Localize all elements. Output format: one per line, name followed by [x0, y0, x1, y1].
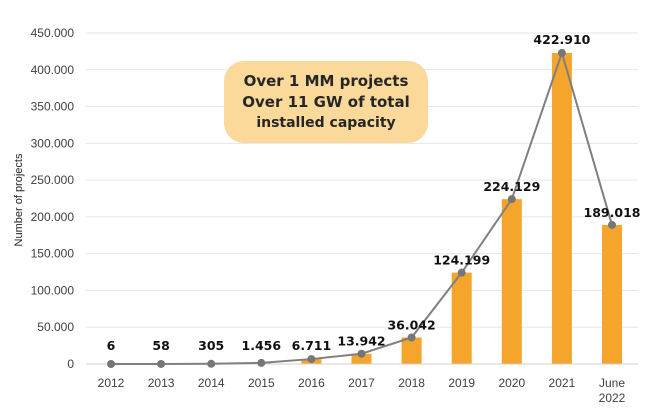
- gridlines: [86, 32, 638, 328]
- bar: [501, 199, 522, 364]
- data-label: 58: [152, 338, 169, 353]
- x-tick-label: 2016: [298, 376, 325, 390]
- bar: [551, 52, 572, 364]
- bar: [602, 224, 622, 364]
- y-tick-label: 350.000: [31, 100, 75, 114]
- line-marker: [307, 355, 316, 364]
- x-tick-label: 2021: [549, 376, 576, 390]
- data-label: 1.456: [242, 338, 282, 353]
- y-tick-label: 100.000: [31, 283, 75, 297]
- data-label: 189.018: [584, 205, 641, 220]
- callout-line-2: Over 11 GW of total: [242, 93, 410, 111]
- x-tick-label: 2014: [198, 376, 225, 390]
- line-marker: [357, 349, 366, 358]
- x-tick-label: 2015: [248, 376, 275, 390]
- x-tick-label: 2013: [148, 376, 175, 390]
- line-marker: [407, 333, 416, 342]
- bar: [401, 337, 422, 364]
- x-tick-label: June: [599, 376, 625, 390]
- y-tick-label: 50.000: [37, 320, 74, 334]
- x-tick-label: 2022: [599, 391, 626, 405]
- line-markers: [107, 48, 616, 368]
- line-marker: [557, 48, 566, 57]
- x-tick-label: 2020: [498, 376, 525, 390]
- y-axis-label: Number of projects: [13, 153, 25, 246]
- x-tick-label: 2018: [398, 376, 425, 390]
- data-label: 224.129: [483, 179, 540, 194]
- line-marker: [457, 268, 466, 277]
- line-marker: [257, 358, 266, 367]
- y-tick-label: 400.000: [31, 63, 75, 77]
- callout-line-3: installed capacity: [256, 115, 396, 131]
- bars: [101, 52, 622, 365]
- bar: [451, 272, 472, 364]
- x-tick-label: 2019: [448, 376, 475, 390]
- y-axis-ticks: 0 50.000 100.000 150.000 200.000 250.000 300.0…: [31, 26, 75, 371]
- y-tick-label: 150.000: [31, 247, 75, 261]
- y-tick-label: 200.000: [31, 210, 75, 224]
- bar: [351, 353, 372, 364]
- data-label: 124.199: [433, 253, 490, 268]
- callout-line-1: Over 1 MM projects: [243, 72, 409, 90]
- data-label: 305: [198, 338, 224, 353]
- x-axis: 2012 2013 2014 2015 2016 2017 2018 2019 2020 2021…: [86, 363, 638, 405]
- line-marker: [507, 195, 516, 204]
- data-label: 6.711: [292, 338, 332, 353]
- line-marker: [157, 359, 166, 368]
- data-label: 13.942: [337, 334, 385, 349]
- data-label: 36.042: [387, 317, 435, 332]
- x-tick-label: 2017: [348, 376, 375, 390]
- data-label: 422.910: [533, 32, 590, 47]
- data-label: 6: [107, 338, 116, 353]
- summary-callout: Over 1 MM projects Over 11 GW of total i…: [224, 61, 428, 143]
- line-marker: [207, 359, 216, 368]
- x-tick-label: 2012: [98, 376, 125, 390]
- y-tick-label: 0: [67, 357, 74, 371]
- line-marker: [107, 359, 115, 368]
- y-tick-label: 250.000: [31, 173, 75, 187]
- line-marker: [608, 220, 616, 229]
- y-tick-label: 300.000: [31, 136, 75, 150]
- y-tick-label: 450.000: [31, 26, 75, 40]
